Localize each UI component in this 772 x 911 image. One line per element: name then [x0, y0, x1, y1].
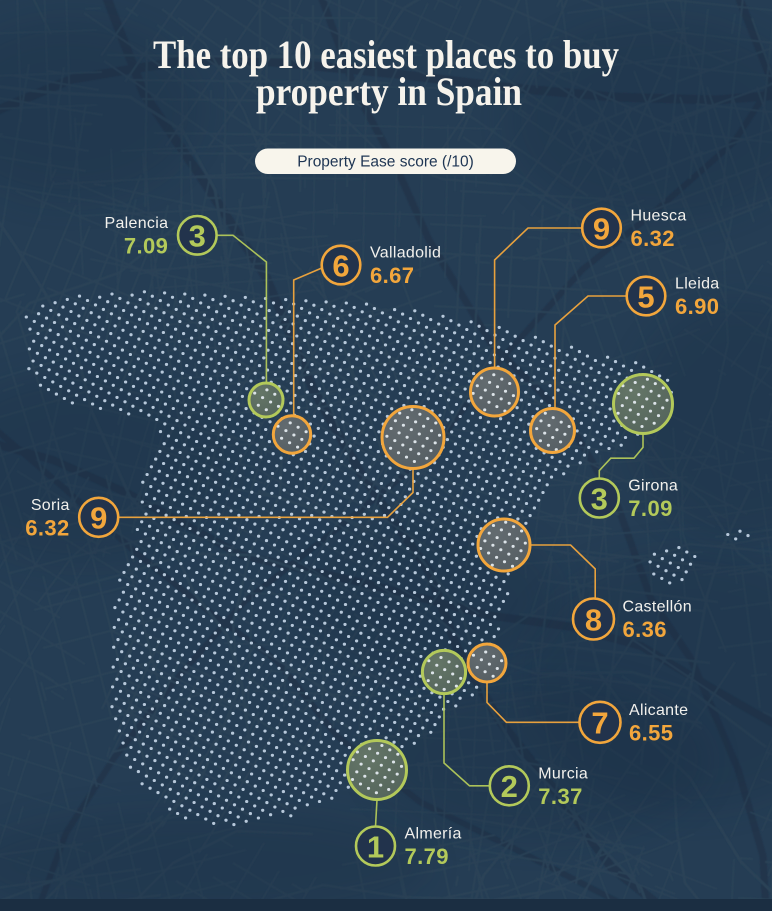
svg-text:Valladolid: Valladolid: [370, 245, 441, 262]
svg-text:Soria: Soria: [31, 497, 70, 514]
svg-text:1: 1: [367, 829, 384, 864]
svg-text:3: 3: [591, 481, 608, 516]
svg-text:Palencia: Palencia: [105, 215, 169, 232]
svg-text:Alicante: Alicante: [629, 702, 688, 719]
svg-text:Girona: Girona: [628, 478, 678, 495]
svg-text:The top 10 easiest places to b: The top 10 easiest places to buy: [153, 32, 619, 77]
svg-text:9: 9: [593, 211, 610, 246]
svg-text:6.32: 6.32: [631, 226, 675, 251]
svg-text:3: 3: [189, 219, 206, 254]
svg-text:6: 6: [332, 248, 349, 283]
svg-text:6.90: 6.90: [675, 294, 719, 319]
svg-text:Almería: Almería: [405, 826, 462, 843]
svg-text:9: 9: [90, 501, 107, 536]
svg-text:8: 8: [585, 602, 602, 637]
svg-text:7.09: 7.09: [124, 233, 168, 258]
svg-text:property in Spain: property in Spain: [256, 69, 522, 114]
svg-text:6.55: 6.55: [629, 720, 673, 745]
svg-text:7: 7: [591, 706, 608, 741]
svg-text:6.32: 6.32: [25, 515, 69, 540]
svg-text:7.79: 7.79: [405, 844, 449, 869]
svg-text:7.09: 7.09: [628, 496, 672, 521]
svg-text:Huesca: Huesca: [631, 208, 687, 225]
svg-text:5: 5: [637, 279, 654, 314]
svg-text:6.67: 6.67: [370, 263, 414, 288]
svg-text:2: 2: [501, 769, 518, 804]
svg-text:Castellón: Castellón: [623, 599, 692, 616]
svg-text:7.37: 7.37: [538, 784, 582, 809]
svg-text:Property Ease score (/10): Property Ease score (/10): [297, 154, 474, 171]
svg-text:Murcia: Murcia: [538, 765, 588, 782]
svg-text:Lleida: Lleida: [675, 276, 720, 293]
svg-text:6.36: 6.36: [623, 617, 667, 642]
